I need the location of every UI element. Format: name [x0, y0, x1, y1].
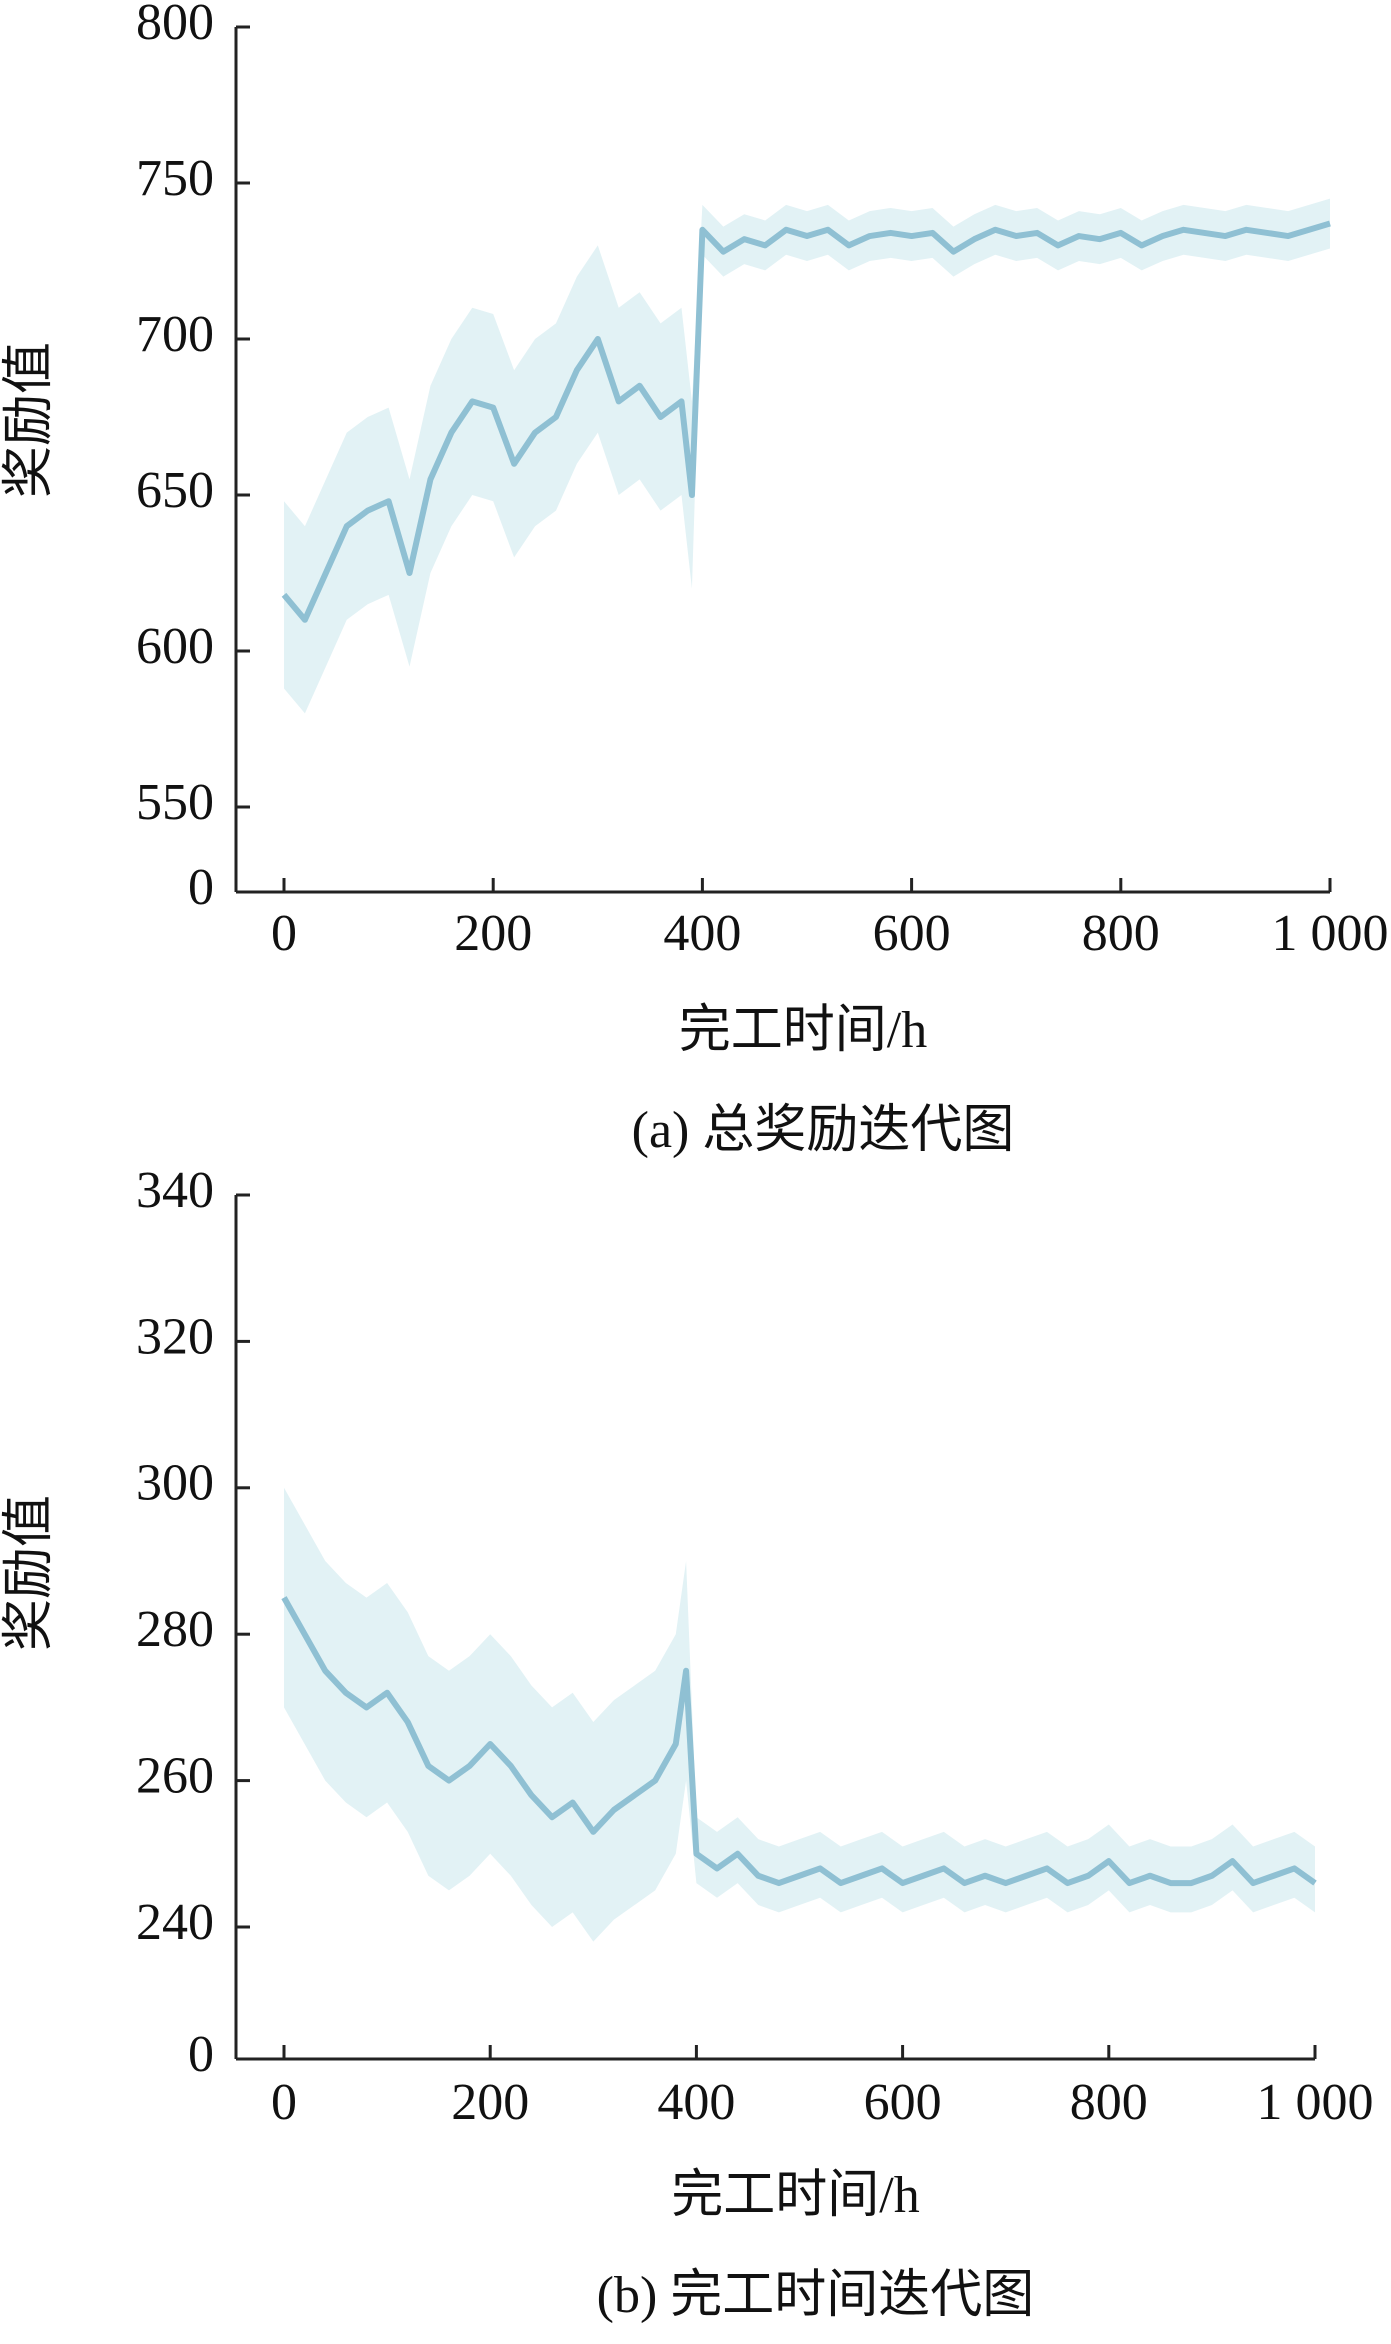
noise-band	[284, 198, 1330, 714]
x-tick-label: 0	[271, 905, 297, 962]
y-tick-label: 280	[136, 1601, 214, 1658]
y-tick-label: 750	[136, 150, 214, 207]
y-tick-label: 550	[136, 774, 214, 831]
x-tick-label: 200	[454, 905, 532, 962]
chart-caption: (b) 完工时间迭代图	[597, 2267, 1035, 2324]
x-tick-label: 400	[657, 2074, 735, 2131]
y-tick-label: 240	[136, 1894, 214, 1951]
x-tick-label: 1 000	[1257, 2074, 1374, 2131]
y-tick-label: 600	[136, 618, 214, 675]
x-tick-label: 600	[873, 905, 951, 962]
x-tick-label: 0	[271, 2074, 297, 2131]
y-axis-label: 奖励值	[1, 342, 58, 498]
x-tick-label: 600	[864, 2074, 942, 2131]
y-tick-label: 650	[136, 462, 214, 519]
y-tick-label: 260	[136, 1748, 214, 1805]
y-tick-label: 700	[136, 306, 214, 363]
x-tick-label: 400	[663, 905, 741, 962]
y-tick-label: 0	[188, 2026, 214, 2083]
y-tick-label: 340	[136, 1162, 214, 1219]
y-axis-label: 奖励值	[1, 1495, 58, 1651]
x-tick-label: 1 000	[1272, 905, 1389, 962]
y-tick-label: 0	[188, 859, 214, 916]
x-axis-label: 完工时间/h	[679, 1002, 927, 1059]
reward-line	[281, 220, 1331, 623]
reward-line	[281, 1596, 1317, 1887]
y-tick-label: 320	[136, 1308, 214, 1365]
x-tick-label: 200	[451, 2074, 529, 2131]
y-tick-label: 300	[136, 1455, 214, 1512]
noise-band	[284, 1487, 1315, 1942]
chart-caption: (a) 总奖励迭代图	[632, 1102, 1015, 1159]
x-tick-label: 800	[1082, 905, 1160, 962]
y-tick-label: 800	[136, 0, 214, 51]
x-tick-label: 800	[1070, 2074, 1148, 2131]
x-axis-label: 完工时间/h	[671, 2167, 919, 2224]
